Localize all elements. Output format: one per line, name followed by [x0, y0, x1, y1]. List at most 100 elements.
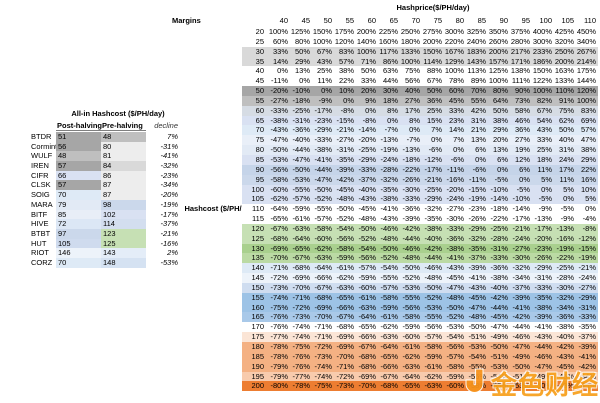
margin-cell: -68%	[358, 351, 376, 361]
decline-cell: -32%	[160, 161, 178, 171]
margin-cell: -31%	[292, 115, 310, 125]
matrix-row: 145 -72% -69% -66% -62% -59% -55% -52% -48% -45% -…	[242, 273, 598, 283]
margin-cell: 19%	[514, 145, 530, 155]
decline-cell: 2%	[167, 248, 178, 258]
margin-cell: -43%	[446, 263, 464, 273]
margin-cell: -70%	[358, 381, 376, 391]
margin-cell: 21%	[470, 125, 486, 135]
margin-cell: -69%	[336, 342, 354, 351]
hashprice-col-header: 110	[584, 16, 596, 25]
margin-cell: 0%	[475, 154, 486, 164]
margin-cell: -24%	[380, 154, 398, 164]
margin-cell: -24%	[446, 194, 464, 204]
margin-cell: 31%	[558, 145, 574, 155]
margin-cell: -64%	[314, 263, 332, 273]
margin-cell: 10%	[580, 184, 596, 194]
margin-cell: 143%	[466, 56, 486, 66]
margin-cell: -22%	[556, 253, 574, 263]
margin-cell: -40%	[556, 332, 574, 342]
margin-cell: -55%	[490, 381, 508, 391]
margin-cell: -60%	[402, 332, 420, 342]
margin-cell: -42%	[556, 342, 574, 351]
margin-cell: -36%	[402, 204, 420, 214]
margin-cell: -52%	[358, 233, 376, 243]
margin-cell: 46%	[514, 115, 530, 125]
margin-cell: -46%	[424, 263, 442, 273]
margin-cell: -10%	[490, 184, 508, 194]
margin-cell: -79%	[270, 371, 288, 381]
hashcost-row-label: 65	[255, 115, 264, 125]
margin-cell: -57%	[314, 214, 332, 224]
margin-cell: -44%	[490, 302, 508, 312]
post-halving-cell: 72	[56, 219, 101, 229]
hashprice-col-header: 55	[345, 16, 354, 25]
margin-cell: -55%	[402, 292, 420, 302]
margin-cell: 54%	[536, 115, 552, 125]
margin-cell: -41%	[314, 154, 332, 164]
margin-cell: -13%	[534, 214, 552, 224]
margin-cell: 9%	[365, 95, 376, 105]
margin-cell: -46%	[534, 351, 552, 361]
margin-cell: -61%	[358, 292, 376, 302]
margin-cell: -50%	[468, 322, 486, 332]
margin-cell: 36%	[426, 95, 442, 105]
decline-cell: -41%	[160, 151, 178, 161]
margin-cell: 90%	[514, 86, 530, 96]
margin-cell: -44%	[512, 322, 530, 332]
margin-cell: -35%	[380, 184, 398, 194]
margin-cell: 50%	[360, 66, 376, 76]
margin-cell: -23%	[468, 204, 486, 214]
hashprice-col-header: 60	[367, 16, 376, 25]
margin-cell: 25%	[316, 66, 332, 76]
margin-cell: -74%	[270, 292, 288, 302]
margin-cell: -38%	[534, 302, 552, 312]
margin-cell: -50%	[336, 204, 354, 214]
margin-cell: 38%	[580, 145, 596, 155]
margin-cell: 186%	[532, 56, 552, 66]
hashprice-col-header: 40	[279, 16, 288, 25]
hashcost-row-label: 20	[255, 27, 264, 36]
margin-cell: -45%	[556, 361, 574, 371]
margin-cell: -64%	[402, 371, 420, 381]
margin-cell: 60%	[448, 86, 464, 96]
margin-cell: -57%	[358, 263, 376, 273]
matrix-row: 165 -76% -73% -70% -67% -64% -61% -58% -55% -52% -…	[242, 312, 598, 323]
margin-cell: 14%	[272, 56, 288, 66]
post-halving-cell: 146	[56, 248, 101, 258]
margin-cell: 425%	[554, 27, 574, 36]
margin-cell: 0%	[277, 66, 288, 76]
margin-cell: -65%	[336, 292, 354, 302]
margin-cell: -44%	[534, 342, 552, 351]
hashcost-row-label: 100	[251, 184, 264, 194]
post-halving-cell: 70	[56, 257, 101, 268]
margin-cell: 375%	[510, 27, 530, 36]
margin-cell: -64%	[270, 204, 288, 214]
margin-cell: -27%	[336, 135, 354, 145]
matrix-row: 80 -50% -44% -38% -31% -25% -19% -13% -6% 0% 6% 13%…	[242, 145, 598, 155]
margin-cell: -57%	[380, 282, 398, 292]
hashprice-col-header: 80	[455, 16, 464, 25]
margin-cell: -74%	[292, 322, 310, 332]
margin-cell: 25%	[536, 145, 552, 155]
margin-cell: -20%	[446, 184, 464, 194]
margin-cell: -25%	[490, 223, 508, 233]
margin-cell: -58%	[380, 292, 398, 302]
hashprice-col-header: 95	[521, 16, 530, 25]
margin-cell: 240%	[466, 36, 486, 46]
miner-row: CORZ 70 148 -53%	[28, 257, 179, 268]
margin-cell: 89%	[470, 76, 486, 86]
pre-halving-cell: 148	[101, 257, 146, 268]
matrix-row: 200 -80% -78% -75% -73% -70% -68% -65% -63% -60% -…	[242, 381, 598, 392]
margin-cell: -13%	[380, 135, 398, 145]
decline-cell: -31%	[160, 141, 178, 151]
margin-cell: 43%	[536, 125, 552, 135]
miner-name: BTDR	[31, 132, 52, 141]
margin-cell: -62%	[380, 322, 398, 332]
margin-cell: -38%	[270, 115, 288, 125]
margin-cell: -5%	[538, 194, 552, 204]
margin-cell: 62%	[558, 115, 574, 125]
margin-cell: -7%	[406, 135, 420, 145]
margin-cell: -59%	[424, 351, 442, 361]
margin-cell: 0%	[497, 164, 508, 174]
margin-cell: 110%	[555, 86, 574, 96]
